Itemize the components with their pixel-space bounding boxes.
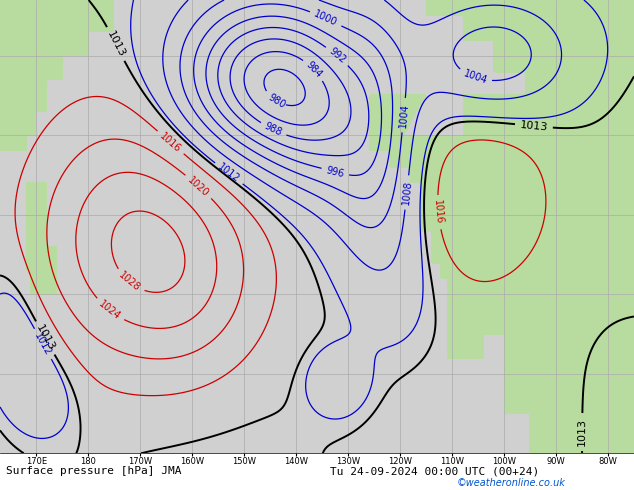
Text: Surface pressure [hPa] JMA: Surface pressure [hPa] JMA xyxy=(6,466,182,476)
Text: 1028: 1028 xyxy=(117,270,142,294)
Text: 1020: 1020 xyxy=(186,174,211,198)
Text: ©weatheronline.co.uk: ©weatheronline.co.uk xyxy=(456,478,566,488)
Text: 1016: 1016 xyxy=(432,199,444,225)
Text: 1004: 1004 xyxy=(398,102,410,128)
Text: 1004: 1004 xyxy=(462,69,488,86)
Text: 980: 980 xyxy=(266,92,287,110)
Text: 1013: 1013 xyxy=(577,418,587,446)
Text: 1013: 1013 xyxy=(34,323,56,353)
Text: 1012: 1012 xyxy=(32,331,53,357)
Text: 984: 984 xyxy=(304,60,324,80)
Text: 996: 996 xyxy=(325,165,346,179)
Text: 1008: 1008 xyxy=(401,180,413,205)
Text: 1012: 1012 xyxy=(216,162,242,185)
Text: 1016: 1016 xyxy=(158,131,183,154)
Text: 992: 992 xyxy=(327,47,347,66)
Text: 1024: 1024 xyxy=(97,299,122,322)
Text: 1013: 1013 xyxy=(105,29,127,59)
Text: 1013: 1013 xyxy=(519,120,548,132)
Text: Tu 24-09-2024 00:00 UTC (00+24): Tu 24-09-2024 00:00 UTC (00+24) xyxy=(330,466,539,476)
Text: 988: 988 xyxy=(263,121,284,138)
Text: 1000: 1000 xyxy=(313,9,339,28)
